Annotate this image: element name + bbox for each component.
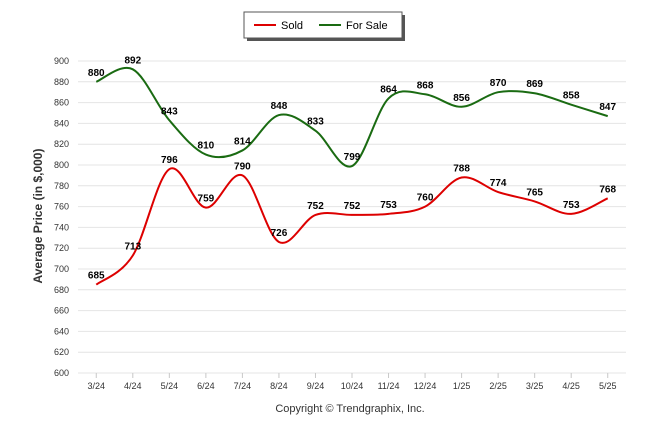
- y-tick-label: 620: [54, 347, 69, 357]
- y-tick-label: 640: [54, 326, 69, 336]
- legend-label-for-sale: For Sale: [346, 20, 388, 32]
- data-label-for-sale: 868: [417, 80, 434, 91]
- data-label-for-sale: 880: [88, 68, 105, 79]
- x-tick-label: 9/24: [307, 381, 325, 391]
- legend-label-sold: Sold: [281, 20, 303, 32]
- y-tick-label: 720: [54, 243, 69, 253]
- legend: Sold For Sale: [243, 11, 405, 41]
- x-tick-label: 7/24: [234, 381, 252, 391]
- x-tick-label: 6/24: [197, 381, 215, 391]
- data-label-sold: 753: [563, 200, 580, 211]
- data-label-sold: 759: [198, 194, 215, 205]
- x-tick-label: 1/25: [453, 381, 471, 391]
- data-label-for-sale: 833: [307, 117, 324, 128]
- x-tick-label: 11/24: [378, 381, 400, 391]
- y-tick-label: 800: [54, 160, 69, 170]
- y-tick-label: 740: [54, 222, 69, 232]
- y-tick-label: 840: [54, 118, 69, 128]
- x-tick-label: 10/24: [341, 381, 364, 391]
- data-label-sold: 752: [307, 201, 324, 212]
- series-line-sold: [95, 167, 609, 286]
- data-label-for-sale: 847: [599, 102, 616, 113]
- data-label-for-sale: 892: [124, 55, 141, 66]
- data-label-sold: 726: [271, 228, 288, 239]
- data-label-for-sale: 869: [526, 79, 543, 90]
- data-label-for-sale: 814: [234, 136, 251, 147]
- x-tick-label: 2/25: [489, 381, 507, 391]
- data-label-for-sale: 799: [344, 152, 361, 163]
- data-label-for-sale: 810: [198, 141, 215, 152]
- data-labels: 685 713 796 759 790 726 752 752 753 760 788 774 765 7…: [88, 55, 617, 281]
- y-tick-label: 900: [54, 56, 69, 66]
- data-label-sold: 752: [344, 201, 361, 212]
- data-label-sold: 774: [490, 178, 507, 189]
- data-label-for-sale: 843: [161, 106, 178, 117]
- y-tick-label: 660: [54, 306, 69, 316]
- data-label-sold: 753: [380, 200, 397, 211]
- data-label-sold: 768: [599, 184, 616, 195]
- y-tick-label: 680: [54, 285, 69, 295]
- y-tick-label: 700: [54, 264, 69, 274]
- data-label-for-sale: 864: [380, 84, 397, 95]
- data-label-sold: 713: [124, 241, 141, 252]
- y-tick-label: 820: [54, 139, 69, 149]
- data-label-for-sale: 858: [563, 91, 580, 102]
- x-tick-label: 8/24: [270, 381, 288, 391]
- data-label-sold: 685: [88, 271, 105, 282]
- data-label-sold: 788: [453, 163, 470, 174]
- y-tick-label: 600: [54, 368, 69, 378]
- x-tick-label: 4/25: [562, 381, 580, 391]
- y-tick-label: 860: [54, 98, 69, 108]
- x-tick-label: 5/24: [161, 381, 179, 391]
- x-tick-label: 3/25: [526, 381, 544, 391]
- data-label-for-sale: 870: [490, 78, 507, 89]
- series-line-for-sale: [95, 66, 609, 168]
- axes: 600 620 640 660 680 700 720 740 760 780 800 820 840 8…: [54, 56, 617, 391]
- x-tick-label: 3/24: [88, 381, 106, 391]
- data-label-for-sale: 856: [453, 93, 470, 104]
- data-label-sold: 760: [417, 193, 434, 204]
- x-tick-label: 5/25: [599, 381, 617, 391]
- x-tick-label: 12/24: [414, 381, 437, 391]
- y-axis-title: Average Price (in $,000): [31, 149, 45, 284]
- x-tick-label: 4/24: [124, 381, 142, 391]
- y-tick-label: 780: [54, 181, 69, 191]
- data-label-for-sale: 848: [271, 101, 288, 112]
- series-lines: [95, 66, 609, 286]
- y-tick-label: 760: [54, 202, 69, 212]
- grid-lines: [78, 60, 626, 374]
- data-label-sold: 790: [234, 161, 251, 172]
- data-label-sold: 765: [526, 187, 543, 198]
- data-label-sold: 796: [161, 155, 178, 166]
- copyright-text: Copyright © Trendgraphix, Inc.: [275, 403, 424, 415]
- y-tick-label: 880: [54, 77, 69, 87]
